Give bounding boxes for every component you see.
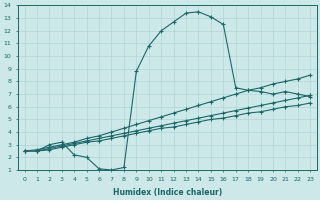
X-axis label: Humidex (Indice chaleur): Humidex (Indice chaleur) bbox=[113, 188, 222, 197]
